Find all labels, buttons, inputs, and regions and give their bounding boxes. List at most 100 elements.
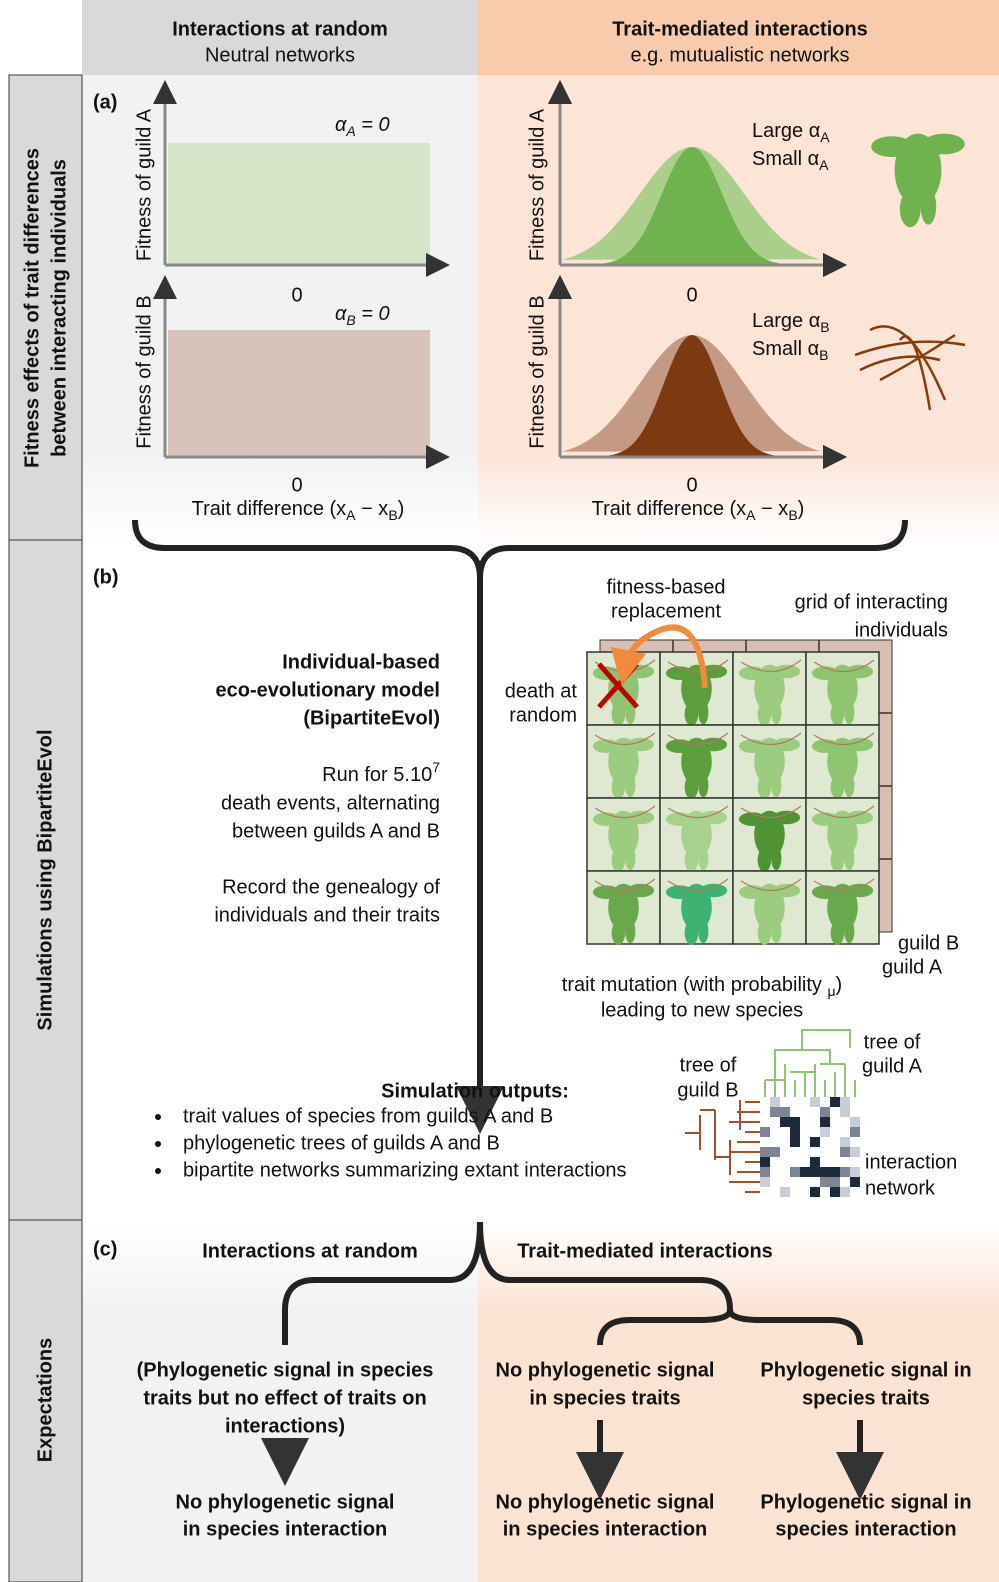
- text-part: = 0: [356, 114, 390, 136]
- bird-icon: [625, 773, 635, 797]
- matrix-cell: [800, 1107, 810, 1117]
- label: 0: [291, 284, 302, 306]
- matrix-cell: [820, 1177, 830, 1187]
- label: eco-evolutionary model: [216, 679, 441, 701]
- label: traits but no effect of traits on: [143, 1387, 426, 1409]
- label: tree of: [680, 1054, 737, 1076]
- matrix-cell: [760, 1167, 770, 1177]
- matrix-cell: [810, 1157, 820, 1167]
- bird-icon: [831, 775, 845, 799]
- matrix-cell: [770, 1187, 780, 1197]
- matrix-cell: [760, 1127, 770, 1137]
- matrix-cell: [820, 1157, 830, 1167]
- bird-icon: [771, 700, 781, 724]
- label: No phylogenetic signal: [176, 1491, 395, 1513]
- matrix-cell: [850, 1167, 860, 1177]
- matrix-cell: [830, 1187, 840, 1197]
- matrix-cell: [790, 1167, 800, 1177]
- label: Run for 5.107: [322, 759, 440, 787]
- text-part: ): [798, 498, 805, 520]
- text-part: − x: [756, 498, 789, 520]
- neutral-fitness: [168, 330, 430, 457]
- matrix-cell: [760, 1147, 770, 1157]
- bird-icon: [612, 702, 626, 726]
- label: interactions): [225, 1415, 345, 1437]
- text-part: B: [346, 312, 355, 328]
- label: fitness-based: [607, 576, 726, 598]
- matrix-cell: [790, 1177, 800, 1187]
- label: Small αB: [752, 338, 828, 362]
- label: grid of interacting: [795, 591, 948, 613]
- matrix-cell: [800, 1147, 810, 1157]
- matrix-cell: [840, 1097, 850, 1107]
- matrix-cell: [780, 1167, 790, 1177]
- text-part: ): [398, 498, 405, 520]
- label: Phylogenetic signal in: [760, 1359, 971, 1381]
- matrix-cell: [780, 1147, 790, 1157]
- text-part: μ: [827, 983, 835, 999]
- text-part: Small α: [752, 148, 819, 170]
- matrix-cell: [820, 1167, 830, 1177]
- text-part: B: [788, 507, 797, 523]
- matrix-cell: [850, 1187, 860, 1197]
- matrix-cell: [790, 1107, 800, 1117]
- bird-icon: [771, 919, 781, 943]
- matrix-cell: [830, 1157, 840, 1167]
- matrix-cell: [830, 1127, 840, 1137]
- label: guild A: [882, 956, 943, 978]
- bird-icon: [771, 773, 781, 797]
- text-part: Large α: [752, 310, 820, 332]
- bird-icon: [698, 773, 708, 797]
- bird-icon: [685, 702, 699, 726]
- text-part: Run for 5.10: [322, 764, 432, 786]
- label: Small αA: [752, 148, 829, 172]
- matrix-cell: [850, 1147, 860, 1157]
- matrix-cell: [800, 1177, 810, 1187]
- matrix-cell: [770, 1137, 780, 1147]
- label: (Phylogenetic signal in species: [137, 1359, 434, 1381]
- matrix-cell: [810, 1187, 820, 1197]
- matrix-cell: [820, 1117, 830, 1127]
- label: Fitness effects of trait differences: [21, 148, 43, 468]
- matrix-cell: [810, 1107, 820, 1117]
- label: in species traits: [529, 1387, 680, 1409]
- matrix-cell: [800, 1127, 810, 1137]
- text-part: trait mutation (with probability: [562, 974, 828, 996]
- label: Fitness of guild B: [526, 295, 548, 448]
- text-part: Small α: [752, 338, 819, 360]
- matrix-cell: [770, 1127, 780, 1137]
- matrix-cell: [830, 1097, 840, 1107]
- matrix-cell: [820, 1147, 830, 1157]
- label: (c): [93, 1238, 117, 1260]
- label: trait mutation (with probability μ): [562, 974, 842, 998]
- label: 0: [686, 474, 697, 496]
- label: Trait-mediated interactions: [612, 18, 868, 40]
- bird-icon: [685, 921, 699, 945]
- bird-icon: [844, 919, 854, 943]
- matrix-cell: [840, 1177, 850, 1187]
- text-part: Trait difference (x: [192, 498, 347, 520]
- label: death events, alternating: [221, 792, 440, 814]
- bird-icon: [758, 848, 772, 872]
- label: replacement: [611, 600, 722, 622]
- matrix-cell: [780, 1137, 790, 1147]
- label: in species interaction: [503, 1518, 708, 1540]
- matrix-cell: [810, 1097, 820, 1107]
- shape: [685, 1100, 740, 1175]
- matrix-cell: [780, 1157, 790, 1167]
- matrix-cell: [850, 1157, 860, 1167]
- label: guild A: [862, 1055, 923, 1077]
- bullet: [155, 1114, 161, 1120]
- matrix-cell: [830, 1137, 840, 1147]
- matrix-cell: [790, 1187, 800, 1197]
- bird-icon: [685, 848, 699, 872]
- label: network: [865, 1177, 936, 1199]
- text-part: B: [820, 319, 829, 335]
- matrix-cell: [830, 1117, 840, 1127]
- figure: Interactions at randomNeutral networksTr…: [0, 0, 999, 1582]
- label: Individual-based: [282, 651, 440, 673]
- text-part: B: [388, 507, 397, 523]
- matrix-cell: [850, 1117, 860, 1127]
- text-part: A: [820, 129, 830, 145]
- label: individuals: [855, 619, 948, 641]
